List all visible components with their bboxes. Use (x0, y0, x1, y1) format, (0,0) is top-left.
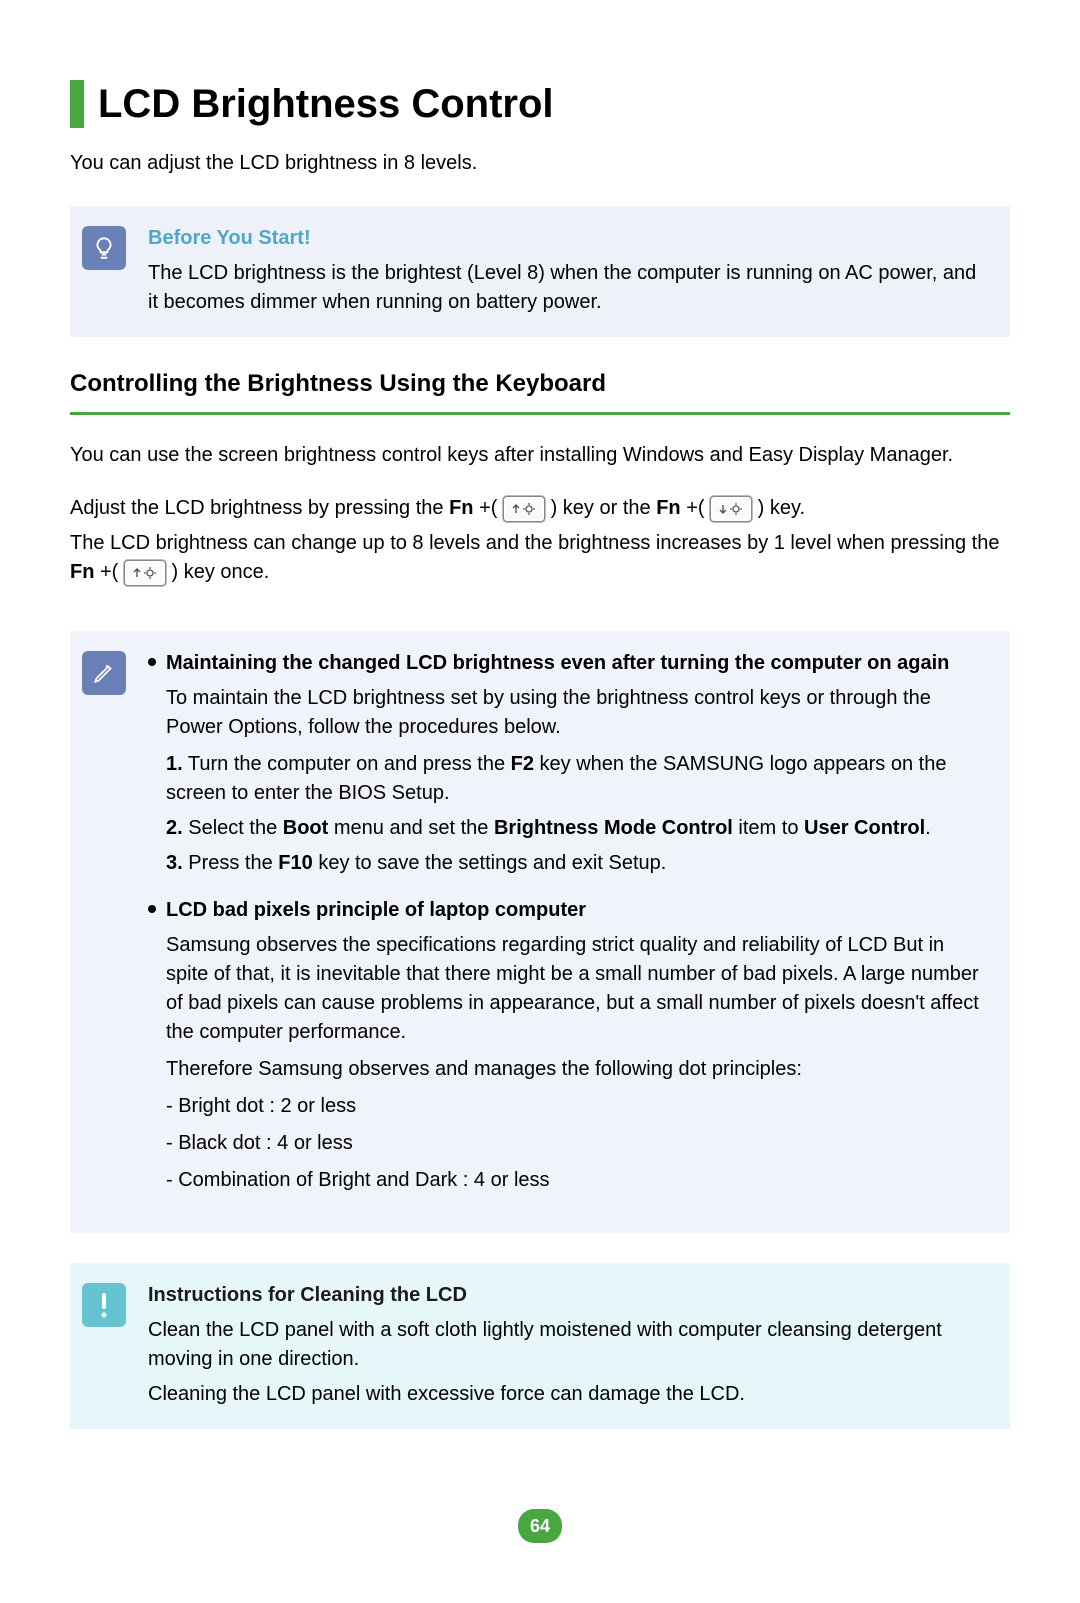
note-b1-title: Maintaining the changed LCD brightness e… (166, 649, 949, 678)
text-fragment: . (925, 817, 931, 839)
text-fragment: menu and set the (328, 817, 494, 839)
note-b2-dashlist: Bright dot : 2 or less Black dot : 4 or … (166, 1092, 990, 1195)
text-fragment: ) (551, 497, 558, 519)
key-name: F2 (511, 753, 534, 775)
section-adjust-line: Adjust the LCD brightness by pressing th… (70, 494, 1010, 523)
text-fragment: Select the (183, 817, 283, 839)
callout-tip: Before You Start! The LCD brightness is … (70, 206, 1010, 337)
text-fragment: key to save the settings and exit Setup. (313, 852, 667, 874)
note-bullet-1: Maintaining the changed LCD brightness e… (148, 649, 990, 878)
callout-note: Maintaining the changed LCD brightness e… (70, 631, 1010, 1233)
callout-warning-body: Instructions for Cleaning the LCD Clean … (148, 1281, 990, 1409)
brightness-down-key-icon (710, 496, 752, 522)
brightness-up-key-icon (124, 560, 166, 586)
text-fragment: key. (770, 497, 805, 519)
text-fragment: or the (599, 497, 656, 519)
fn-key-label: Fn (70, 561, 94, 583)
text-fragment: Adjust the LCD brightness by pressing th… (70, 497, 449, 519)
callout-tip-title: Before You Start! (148, 224, 990, 253)
text-fragment: item to (733, 817, 804, 839)
note-bullet-2: LCD bad pixels principle of laptop compu… (148, 896, 990, 1195)
note-b2-title: LCD bad pixels principle of laptop compu… (166, 896, 586, 925)
page-title: LCD Brightness Control (98, 75, 554, 133)
section-p3: The LCD brightness can change up to 8 le… (70, 529, 1010, 587)
callout-note-body: Maintaining the changed LCD brightness e… (148, 649, 990, 1213)
value-name: User Control (804, 817, 925, 839)
bullet-dot-icon (148, 905, 156, 913)
note-b1-step3: 3. Press the F10 key to save the setting… (166, 849, 990, 878)
text-fragment: key (563, 497, 594, 519)
step-number: 1. (166, 753, 183, 775)
callout-warning: Instructions for Cleaning the LCD Clean … (70, 1263, 1010, 1429)
callout-warning-p2: Cleaning the LCD panel with excessive fo… (148, 1380, 990, 1409)
brightness-up-key-icon (503, 496, 545, 522)
item-name: Brightness Mode Control (494, 817, 733, 839)
dash-item: Combination of Bright and Dark : 4 or le… (166, 1166, 990, 1195)
step-number: 2. (166, 817, 183, 839)
callout-warning-title: Instructions for Cleaning the LCD (148, 1281, 990, 1310)
menu-name: Boot (283, 817, 329, 839)
title-accent-bar (70, 80, 84, 128)
text-fragment: +( (686, 497, 704, 519)
page-number-badge: 64 (518, 1509, 562, 1543)
text-fragment: key once. (184, 561, 270, 583)
note-b1-lead: To maintain the LCD brightness set by us… (166, 684, 990, 742)
note-b1-step1: 1. Turn the computer on and press the F2… (166, 750, 990, 808)
text-fragment: Turn the computer on and press the (183, 753, 511, 775)
text-fragment: +( (479, 497, 497, 519)
section-heading: Controlling the Brightness Using the Key… (70, 367, 1010, 402)
text-fragment: The LCD brightness can change up to 8 le… (70, 532, 999, 554)
page-title-row: LCD Brightness Control (70, 75, 1010, 133)
key-name: F10 (278, 852, 312, 874)
step-number: 3. (166, 852, 183, 874)
note-b2-p2: Therefore Samsung observes and manages t… (166, 1055, 990, 1084)
text-fragment: Press the (183, 852, 279, 874)
bullet-dot-icon (148, 658, 156, 666)
fn-key-label: Fn (449, 497, 473, 519)
callout-warning-p1: Clean the LCD panel with a soft cloth li… (148, 1316, 990, 1374)
text-fragment: +( (100, 561, 118, 583)
exclamation-icon (82, 1283, 126, 1327)
section-p1: You can use the screen brightness contro… (70, 441, 1010, 470)
note-b2-p1: Samsung observes the specifications rega… (166, 931, 990, 1047)
intro-text: You can adjust the LCD brightness in 8 l… (70, 149, 1010, 178)
callout-tip-body: Before You Start! The LCD brightness is … (148, 224, 990, 317)
callout-tip-text: The LCD brightness is the brightest (Lev… (148, 259, 990, 317)
note-b1-steps: 1. Turn the computer on and press the F2… (166, 750, 990, 878)
text-fragment: ) (758, 497, 765, 519)
pencil-note-icon (82, 651, 126, 695)
dash-item: Bright dot : 2 or less (166, 1092, 990, 1121)
fn-key-label: Fn (656, 497, 680, 519)
dash-item: Black dot : 4 or less (166, 1129, 990, 1158)
note-b1-step2: 2. Select the Boot menu and set the Brig… (166, 814, 990, 843)
lightbulb-icon (82, 226, 126, 270)
section-rule (70, 412, 1010, 415)
text-fragment: ) (171, 561, 178, 583)
